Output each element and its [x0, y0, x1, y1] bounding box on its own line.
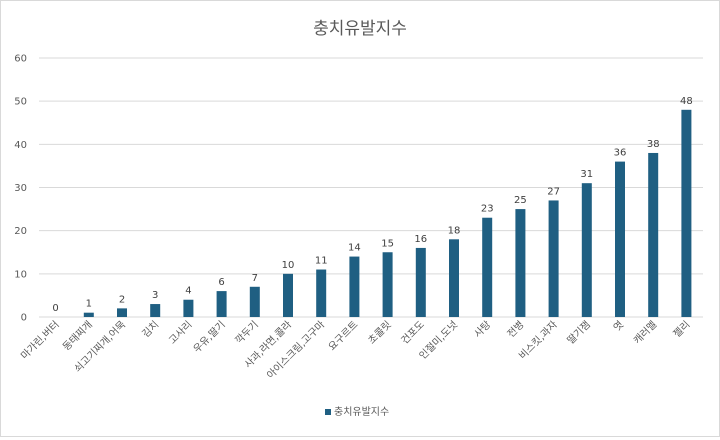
bar — [581, 183, 592, 317]
x-tick-label: 엿 — [611, 319, 626, 334]
data-label: 23 — [481, 204, 494, 215]
y-tick-label: 0 — [21, 313, 27, 324]
bar — [150, 304, 161, 317]
data-label: 27 — [547, 186, 560, 197]
bar — [216, 291, 227, 317]
bar — [183, 299, 194, 317]
data-label: 10 — [282, 260, 295, 271]
bar — [83, 312, 94, 317]
data-label: 14 — [348, 243, 361, 254]
bar — [283, 273, 293, 317]
y-tick-label: 30 — [14, 183, 27, 194]
y-axis-ticks: 0 10 20 30 40 50 60 — [14, 54, 27, 324]
bar — [515, 209, 526, 317]
bar — [648, 152, 659, 317]
x-tick-label: 캐러멜 — [631, 319, 659, 347]
bars — [83, 109, 692, 317]
x-tick-label: 사탕 — [472, 319, 494, 341]
data-label: 6 — [218, 277, 224, 288]
x-tick-label: 마가린,버터 — [18, 319, 61, 362]
bar — [316, 269, 327, 317]
x-tick-label: 건포도 — [399, 319, 427, 347]
data-label: 11 — [315, 256, 328, 267]
x-tick-label: 초콜릿 — [366, 319, 394, 347]
legend-label: 충치유발지수 — [334, 406, 389, 418]
gridlines — [39, 57, 703, 318]
bar — [449, 239, 459, 317]
data-label: 4 — [185, 286, 191, 297]
x-tick-label: 딸기잼 — [565, 319, 593, 347]
data-label: 36 — [614, 148, 627, 159]
bar — [415, 247, 426, 317]
x-tick-label: 우유,딸기 — [191, 319, 228, 356]
x-tick-label: 고사리 — [167, 319, 195, 347]
y-tick-label: 10 — [14, 269, 27, 280]
data-label: 3 — [152, 290, 158, 301]
data-label: 25 — [514, 195, 527, 206]
chart-title: 충치유발지수 — [313, 19, 407, 39]
data-label: 38 — [647, 139, 660, 150]
bar — [548, 200, 559, 317]
bar — [349, 256, 360, 317]
y-tick-label: 40 — [14, 140, 27, 151]
bar — [482, 217, 493, 317]
data-label: 15 — [381, 238, 394, 249]
x-tick-label: 동태찌개 — [60, 319, 95, 354]
x-tick-label: 전병 — [505, 319, 527, 341]
bar — [382, 252, 393, 317]
data-label: 7 — [252, 273, 258, 284]
data-label: 48 — [680, 96, 693, 107]
data-label: 16 — [414, 234, 427, 245]
x-tick-label: 젤리 — [671, 319, 693, 341]
legend-swatch — [325, 409, 331, 415]
x-tick-label: 김치 — [140, 319, 162, 341]
bar — [615, 161, 625, 317]
x-tick-label: 요구르트 — [327, 319, 361, 353]
bar — [117, 308, 127, 317]
bar — [681, 109, 692, 317]
data-label: 2 — [119, 294, 125, 305]
x-tick-label: 아이스크림,고구마 — [265, 319, 328, 382]
bar — [249, 286, 260, 317]
data-label: 31 — [580, 169, 593, 180]
data-label: 18 — [448, 225, 461, 236]
y-tick-label: 20 — [14, 226, 27, 237]
data-label: 0 — [52, 303, 58, 314]
data-label: 1 — [86, 299, 92, 310]
x-tick-label: 깍두기 — [233, 319, 261, 347]
y-tick-label: 50 — [14, 97, 27, 108]
legend: 충치유발지수 — [325, 406, 389, 418]
y-tick-label: 60 — [14, 54, 27, 65]
